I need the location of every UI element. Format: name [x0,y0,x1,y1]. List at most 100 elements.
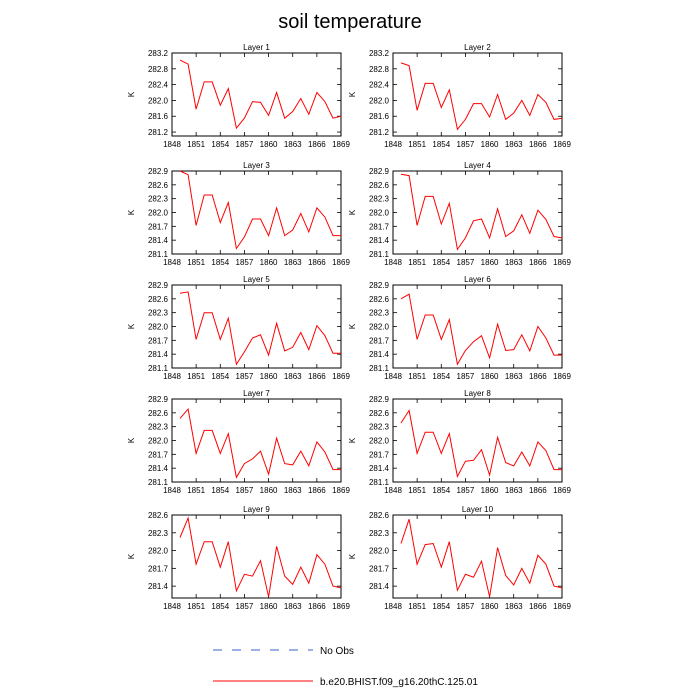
y-tick-label: 282.9 [148,281,169,290]
y-tick-label: 283.2 [148,49,169,58]
panel-title: Layer 5 [243,275,270,284]
x-tick-label: 1851 [187,486,205,495]
y-tick-label: 282.9 [148,395,169,404]
y-tick-label: 281.7 [148,450,169,459]
y-tick-label: 281.4 [369,236,390,245]
series-line-layer-2 [400,62,563,131]
x-tick-label: 1848 [163,140,181,149]
series-line-layer-8 [400,409,562,479]
x-tick-label: 1863 [505,258,523,267]
x-tick-label: 1860 [260,372,278,381]
y-tick-label: 282.0 [148,323,169,332]
x-tick-label: 1854 [432,258,450,267]
y-tick-label: 282.6 [148,181,169,190]
x-tick-label: 1857 [236,486,254,495]
y-tick-label: 282.6 [148,511,169,520]
x-tick-label: 1848 [163,602,181,611]
x-tick-label: 1854 [432,602,450,611]
x-tick-label: 1863 [505,372,523,381]
panel-title: Layer 3 [243,161,270,170]
y-tick-label: 281.1 [148,364,169,373]
panel-layer-7: Layer 7 K 1848 1851 1854 1857 1860 1863 1866 1869… [127,389,350,495]
y-tick-label: 282.0 [148,547,169,556]
y-tick-label: 281.4 [369,464,390,473]
x-tick-label: 1860 [481,372,499,381]
x-tick-label: 1848 [384,140,402,149]
y-tick-label: 282.0 [369,323,390,332]
x-tick-label: 1869 [332,486,350,495]
series-line-layer-9 [179,516,342,597]
panel-title: Layer 9 [243,505,270,514]
x-tick-label: 1857 [457,372,475,381]
x-tick-label: 1863 [284,372,302,381]
y-tick-label: 281.7 [148,222,169,231]
x-tick-label: 1860 [260,258,278,267]
x-tick-label: 1851 [408,140,426,149]
panel-title: Layer 6 [464,275,491,284]
x-tick-label: 1860 [481,486,499,495]
legend-label-model: b.e20.BHIST.f09_g16.20thC.125.01 [320,677,478,688]
panel-layer-3: Layer 3 K 1848 1851 1854 1857 1860 1863 1866 1869… [127,161,350,267]
x-tick-label: 1863 [284,258,302,267]
y-tick-label: 283.2 [369,49,390,58]
x-tick-label: 1866 [529,372,547,381]
y-tick-label: 282.3 [148,195,169,204]
y-tick-label: 282.6 [369,181,390,190]
y-tick-label: 281.7 [148,336,169,345]
x-tick-label: 1863 [284,602,302,611]
x-tick-label: 1866 [529,258,547,267]
series-line-layer-6 [400,293,562,366]
x-tick-label: 1869 [332,258,350,267]
y-tick-label: 281.4 [148,350,169,359]
x-tick-label: 1869 [553,140,571,149]
y-tick-label: 282.6 [148,409,169,418]
series-line-layer-10 [400,519,563,597]
y-axis-label: K [348,91,357,97]
panel-title: Layer 10 [462,505,494,514]
x-tick-label: 1863 [505,602,523,611]
y-tick-label: 282.3 [148,529,169,538]
y-axis-label: K [348,437,357,443]
x-tick-label: 1869 [553,258,571,267]
x-tick-label: 1866 [308,258,326,267]
legend-label-no-obs: No Obs [320,646,354,657]
x-tick-label: 1854 [211,602,229,611]
x-tick-label: 1854 [432,140,450,149]
y-axis-label: K [127,553,136,559]
y-tick-label: 281.1 [369,478,390,487]
y-tick-label: 281.7 [369,564,390,573]
y-axis-label: K [127,437,136,443]
x-tick-label: 1848 [384,372,402,381]
y-axis-label: K [348,209,357,215]
x-tick-label: 1869 [553,602,571,611]
series-line-layer-4 [400,173,563,251]
plot-frame [171,52,342,137]
panel-layer-6: Layer 6 K 1848 1851 1854 1857 1860 1863 1866 1869… [348,275,571,381]
series-line-layer-3 [179,170,341,250]
x-tick-label: 1869 [332,602,350,611]
panel-layer-10: Layer 10 K 1848 1851 1854 1857 1860 1863 1866 186… [348,505,571,611]
x-tick-label: 1860 [260,140,278,149]
x-tick-label: 1866 [308,486,326,495]
y-tick-label: 281.2 [148,128,169,137]
y-axis-label: K [127,209,136,215]
y-axis-label: K [127,91,136,97]
plot-frame [392,284,563,369]
x-tick-label: 1869 [553,486,571,495]
x-tick-label: 1854 [211,486,229,495]
x-tick-label: 1860 [481,258,499,267]
x-tick-label: 1866 [529,140,547,149]
y-tick-label: 282.8 [148,65,169,74]
x-tick-label: 1863 [284,486,302,495]
y-tick-label: 281.7 [369,222,390,231]
y-tick-label: 282.0 [369,437,390,446]
series-line-layer-5 [179,291,341,366]
x-tick-label: 1857 [236,372,254,381]
x-tick-label: 1857 [236,140,254,149]
x-tick-label: 1863 [284,140,302,149]
x-tick-label: 1869 [332,140,350,149]
x-tick-label: 1866 [308,602,326,611]
x-tick-label: 1857 [457,140,475,149]
panel-title: Layer 4 [464,161,491,170]
panel-layer-5: Layer 5 K 1848 1851 1854 1857 1860 1863 1866 1869… [127,275,350,381]
